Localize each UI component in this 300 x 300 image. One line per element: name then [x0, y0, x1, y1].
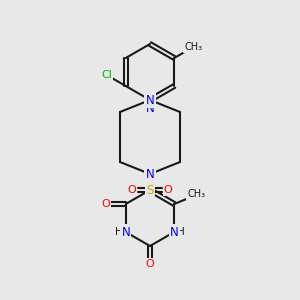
Text: N: N	[146, 94, 154, 106]
Text: H: H	[177, 227, 185, 237]
Text: N: N	[122, 226, 130, 238]
Text: S: S	[146, 184, 154, 196]
Text: Cl: Cl	[101, 70, 112, 80]
Text: CH₃: CH₃	[184, 42, 202, 52]
Text: N: N	[146, 103, 154, 116]
Text: O: O	[164, 185, 172, 195]
Text: N: N	[170, 226, 178, 238]
Text: O: O	[101, 199, 110, 209]
Text: O: O	[146, 259, 154, 269]
Text: CH₃: CH₃	[187, 189, 205, 199]
Text: N: N	[146, 167, 154, 181]
Text: O: O	[128, 185, 136, 195]
Text: H: H	[115, 227, 123, 237]
